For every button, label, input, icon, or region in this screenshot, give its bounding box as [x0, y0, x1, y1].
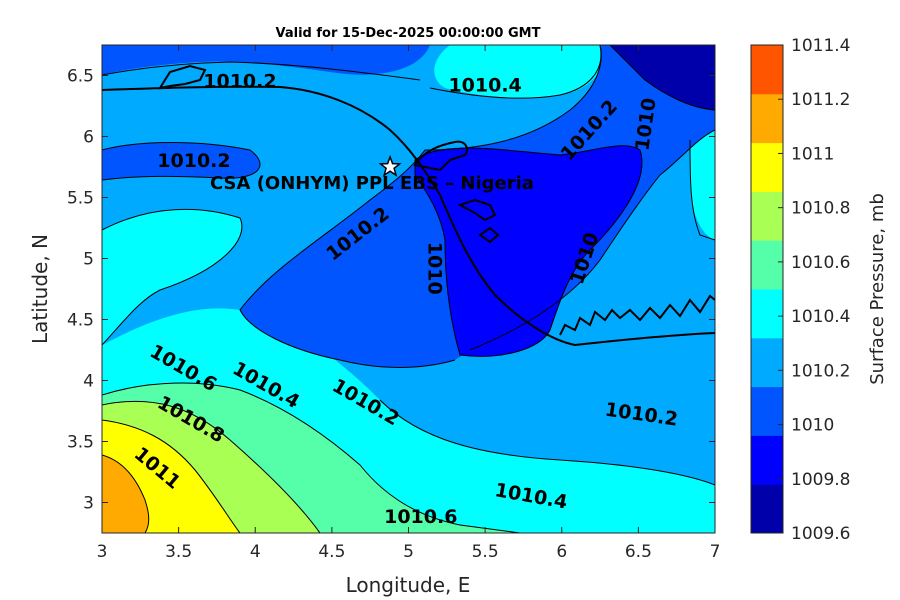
colorbar-tick-label: 1010	[791, 416, 834, 436]
band-1010	[102, 45, 430, 75]
colorbar-swatch	[751, 142, 783, 192]
contour-fill-layer	[102, 45, 715, 533]
y-tick-label: 4	[83, 372, 94, 392]
y-tick-label: 6	[83, 128, 94, 148]
y-tick-label: 3	[83, 494, 94, 514]
y-axis-label: Latitude, N	[28, 234, 52, 344]
y-tick-label: 4.5	[67, 311, 94, 331]
y-tick-label: 3.5	[67, 433, 94, 453]
band-1010-4	[434, 45, 603, 98]
contour-label: 1010.4	[448, 74, 521, 96]
x-tick-label: 4.5	[318, 542, 345, 562]
colorbar-swatch	[751, 386, 783, 436]
colorbar: 1009.6 1009.8 1010 1010.2 1010.4 1010.6 1010.8…	[750, 36, 850, 544]
x-tick-label: 5.5	[472, 542, 499, 562]
band-1009-6	[610, 45, 715, 110]
colorbar-swatch	[751, 240, 783, 290]
colorbar-swatch	[751, 337, 783, 388]
x-tick-label: 3	[97, 542, 108, 562]
colorbar-swatch	[751, 289, 783, 339]
colorbar-tick-label: 1010.4	[791, 307, 850, 327]
x-tick-label: 5	[403, 542, 414, 562]
chart-title: Valid for 15-Dec-2025 00:00:00 GMT	[276, 26, 541, 41]
colorbar-tick-label: 1009.6	[791, 524, 850, 544]
contour-label: 1010.6	[384, 506, 457, 528]
colorbar-tick-label: 1009.8	[791, 470, 850, 490]
colorbar-label: Surface Pressure, mb	[867, 193, 888, 385]
colorbar-swatch	[751, 484, 783, 534]
colorbar-frame	[750, 44, 784, 534]
contour-label: 1010	[424, 242, 446, 295]
band-1010	[102, 142, 260, 180]
coastline-borders	[102, 64, 715, 347]
x-tick-label: 6	[556, 542, 567, 562]
y-tick-label: 5	[83, 250, 94, 270]
colorbar-tick-label: 1011.4	[791, 36, 850, 56]
x-axis-label: Longitude, E	[346, 573, 471, 597]
contour-label: 1010.2	[203, 71, 276, 93]
band-1011-2	[102, 455, 149, 533]
x-tick-label: 4	[250, 542, 261, 562]
site-star	[378, 154, 402, 177]
band-1009-8	[415, 145, 642, 357]
colorbar-tick-label: 1010.2	[791, 361, 850, 381]
band-1010-4	[690, 130, 715, 240]
x-tick-label: 3.5	[165, 542, 192, 562]
colorbar-tick-label: 1011	[791, 144, 834, 164]
x-tick-label: 6.5	[625, 542, 652, 562]
site-marker: CSA (ONHYM) PPL EBS – Nigeria	[210, 154, 534, 194]
y-axis-ticks: 3 3.5 4 4.5 5 5.5 6 6.5	[67, 67, 715, 514]
contour-lines	[102, 45, 715, 533]
y-tick-label: 6.5	[67, 67, 94, 87]
x-tick-label: 7	[710, 542, 721, 562]
colorbar-tick-label: 1010.6	[791, 253, 850, 273]
colorbar-swatch	[751, 191, 783, 241]
colorbar-swatch	[751, 435, 783, 485]
y-tick-label: 5.5	[67, 189, 94, 209]
x-axis-ticks: 3 3.5 4 4.5 5 5.5 6 6.5 7	[97, 45, 721, 562]
colorbar-tick-label: 1011.2	[791, 90, 850, 110]
colorbar-swatch	[751, 93, 783, 144]
site-label: CSA (ONHYM) PPL EBS – Nigeria	[210, 173, 534, 194]
colorbar-swatch	[751, 45, 783, 95]
contour-label: 1010.2	[157, 150, 230, 172]
colorbar-tick-label: 1010.8	[791, 199, 850, 219]
band-1010-4	[102, 209, 242, 345]
